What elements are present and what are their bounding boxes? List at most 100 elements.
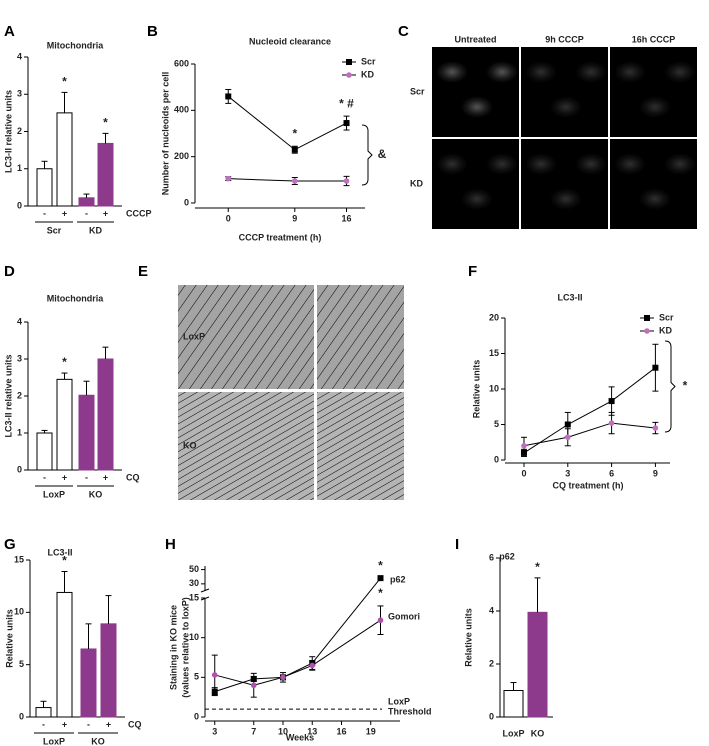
bar: [78, 394, 95, 471]
x-tick-label: 0: [226, 213, 231, 223]
x-tick-label: KO: [531, 728, 545, 738]
micrograph: [610, 47, 697, 137]
series-line: [214, 577, 381, 693]
group-label: KO: [91, 736, 105, 746]
group-label: Scr: [47, 225, 62, 235]
chart-title: Mitochondria: [47, 293, 104, 303]
cell: [436, 61, 468, 83]
y-axis-label: LC3-II relative units: [3, 90, 13, 173]
bar: [56, 591, 73, 718]
x-tick-label: -: [42, 719, 45, 729]
micrograph: [317, 285, 404, 389]
x-tick-label: 13: [307, 726, 317, 736]
significance: *: [62, 355, 67, 369]
bar: [100, 623, 117, 718]
column-label: 9h CCCP: [545, 34, 584, 44]
marker: [564, 421, 571, 428]
y-axis-label: Number of nucleoids per cell: [160, 72, 170, 196]
bar: [78, 197, 95, 207]
marker: [652, 425, 659, 431]
y-tick-label: 5: [494, 419, 499, 429]
x-tick-label: -: [43, 472, 46, 482]
significance: *: [62, 554, 67, 568]
bar: [56, 112, 73, 207]
micrograph: [432, 139, 519, 229]
marker: [291, 146, 298, 153]
y-tick-label: 0: [19, 711, 24, 721]
micrograph: [178, 285, 314, 389]
bar: [36, 168, 53, 207]
series-line: [228, 178, 347, 182]
cell: [436, 153, 468, 175]
x-tick-label: LoxP: [502, 728, 524, 738]
cell: [525, 61, 557, 83]
bracket-label: *: [683, 379, 688, 393]
micrograph: [521, 139, 608, 229]
legend-marker: [346, 72, 352, 78]
y-axis-label: Staining in KO mice: [168, 605, 178, 690]
marker: [211, 672, 218, 678]
series-line: [227, 96, 347, 151]
y-tick-label: 3: [17, 89, 22, 99]
marker: [521, 443, 527, 449]
y-axis-label: LC3-II relative units: [3, 354, 13, 437]
series-line: [523, 367, 656, 454]
cell: [639, 96, 671, 118]
y-tick-label: 0: [17, 464, 22, 474]
y-tick-label: 2: [489, 658, 494, 668]
panel-letter: I: [455, 536, 459, 553]
bar: [80, 648, 97, 718]
significance: *: [103, 116, 108, 130]
bar: [97, 358, 114, 471]
x-tick-label: -: [43, 208, 46, 218]
row-label: Scr: [410, 86, 425, 96]
legend-label: Scr: [361, 56, 376, 66]
y-tick-label: 30: [189, 578, 199, 588]
x-axis-label: Weeks: [286, 732, 314, 742]
bar: [36, 432, 53, 471]
y-tick-label: 3: [17, 353, 22, 363]
bracket: [361, 124, 373, 186]
marker: [291, 178, 298, 184]
threshold-label: LoxP: [388, 696, 410, 706]
micrograph: [432, 47, 519, 137]
y-tick-label: 0: [184, 197, 189, 207]
marker: [377, 617, 384, 624]
y-tick-label: 5: [194, 672, 199, 682]
x-tick-label: 3: [212, 726, 217, 736]
y-tick-label: 2: [17, 126, 22, 136]
chart-title: LC3-II: [47, 547, 72, 557]
marker: [250, 682, 257, 689]
y-tick-label: 4: [489, 605, 494, 615]
significance: *: [378, 558, 383, 572]
panel-letter: F: [468, 263, 477, 280]
significance: *: [62, 75, 67, 89]
panel-letter: G: [4, 536, 16, 553]
chart-title: p62: [499, 551, 515, 561]
x-tick-label: 7: [251, 726, 256, 736]
marker: [225, 175, 232, 182]
y-tick-label: 10: [189, 632, 199, 642]
legend-label: KD: [659, 325, 672, 335]
group-label: KO: [89, 489, 103, 499]
legend-label: Scr: [659, 312, 674, 322]
x-tick-label: -: [85, 472, 88, 482]
cell: [550, 188, 582, 210]
y-axis-label: Relative units: [471, 360, 481, 419]
cell: [575, 153, 607, 175]
x-tick-label: 19: [366, 726, 376, 736]
x-tick-label: +: [103, 472, 108, 482]
panel-letter: D: [4, 263, 15, 280]
y-tick-label: 0: [494, 454, 499, 464]
cell: [664, 61, 696, 83]
y-tick-label: 10: [489, 383, 499, 393]
marker: [564, 434, 571, 441]
y-tick-label: 0: [489, 711, 494, 721]
group-label: LoxP: [43, 736, 65, 746]
cell: [639, 188, 671, 210]
micrograph: [317, 392, 404, 500]
panel-letter: B: [147, 23, 158, 40]
y-tick-label: 2: [17, 390, 22, 400]
x-tick-label: +: [106, 719, 111, 729]
cell: [486, 61, 518, 83]
